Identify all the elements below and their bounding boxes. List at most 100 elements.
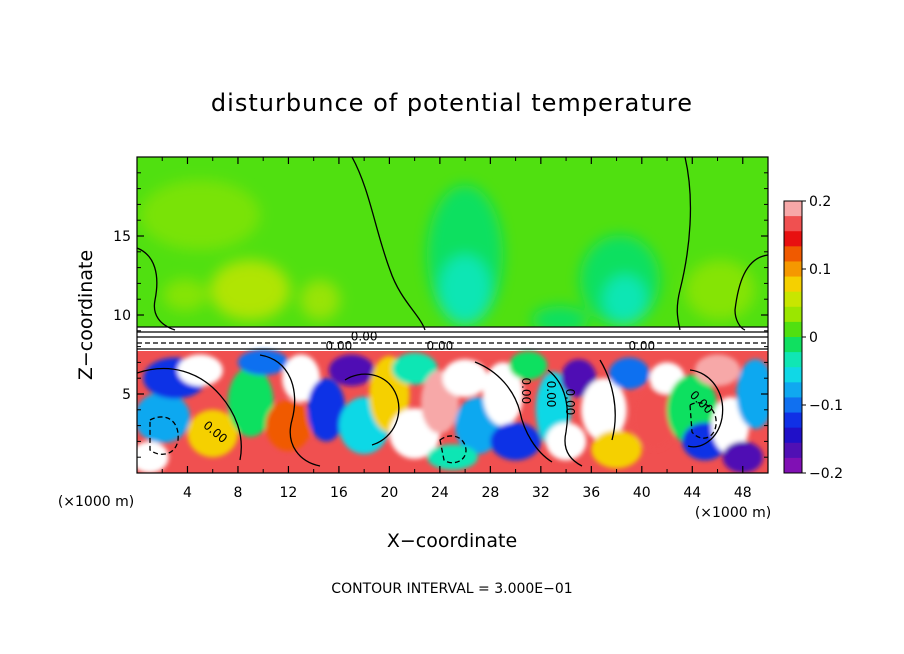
colorbar-tick-label: −0.1 xyxy=(809,398,843,414)
upper-anomaly-blob xyxy=(439,255,491,325)
contour-label: 0.00 xyxy=(351,329,378,343)
contour-line xyxy=(474,361,553,463)
y-tick-label: 5 xyxy=(122,387,131,403)
upper-anomaly-blob xyxy=(140,180,260,250)
colorbar-swatch xyxy=(784,246,802,262)
anomaly-blob xyxy=(490,422,541,461)
anomaly-blob xyxy=(227,367,274,437)
anomaly-blob xyxy=(694,354,741,387)
upper-anomaly-blob xyxy=(300,280,340,320)
colorbar-swatch xyxy=(784,427,802,444)
plot-area: 0.00 0.00 0.000.00 0.00 0.00 0.000.000.00 xyxy=(137,157,768,473)
colorbar-swatch xyxy=(784,457,802,474)
contour-line xyxy=(689,402,717,439)
anomaly-blob xyxy=(265,400,312,451)
upper-anomaly-blob xyxy=(603,275,647,325)
colorbar-swatch xyxy=(784,367,802,383)
colorbar-swatch xyxy=(784,306,802,323)
contour-label: 0.00 xyxy=(563,389,577,416)
anomaly-blob xyxy=(177,354,223,387)
x-tick-label: 28 xyxy=(481,485,499,501)
colorbar-swatch xyxy=(784,412,802,429)
contour-line xyxy=(547,369,583,467)
x-unit-label-right: (×1000 m) xyxy=(695,505,771,521)
y-tick-label: 10 xyxy=(113,308,131,324)
anomaly-blob xyxy=(545,422,587,461)
anomaly-blob xyxy=(328,354,375,387)
x-unit-label-left: (×1000 m) xyxy=(58,494,134,510)
contour-line xyxy=(137,247,176,331)
anomaly-blob xyxy=(509,351,548,380)
colorbar-tick-label: 0 xyxy=(809,330,818,346)
anomaly-blob xyxy=(391,352,438,385)
anomaly-blob xyxy=(482,362,524,426)
contour-interval-note: CONTOUR INTERVAL = 3.000E−01 xyxy=(331,581,572,597)
contour-label: 0.00 xyxy=(519,377,533,404)
colorbar-swatch xyxy=(784,382,802,398)
upper-anomaly-blob xyxy=(163,279,207,311)
colorbar-swatch xyxy=(784,201,802,217)
transition-band xyxy=(137,327,768,351)
lower-field-features xyxy=(137,349,768,473)
y-tick-label: 15 xyxy=(113,229,131,245)
anomaly-blob xyxy=(237,349,289,376)
x-tick-label: 32 xyxy=(532,485,550,501)
contour-line xyxy=(149,416,179,455)
x-axis: 4 8 12 16 20 24 28 32 36 40 44 48 xyxy=(161,157,752,501)
colorbar-swatch xyxy=(784,321,802,338)
contour-line xyxy=(599,359,616,441)
colorbar-swatch xyxy=(784,352,802,368)
colorbar: 0.2 0.1 0 −0.1 −0.2 xyxy=(783,194,843,482)
x-tick-label: 4 xyxy=(183,485,192,501)
x-tick-label: 12 xyxy=(280,485,298,501)
colorbar-tick-label: −0.2 xyxy=(809,466,843,482)
anomaly-blob xyxy=(427,444,478,470)
colorbar-swatch xyxy=(784,216,802,232)
x-tick-label: 44 xyxy=(683,485,701,501)
upper-anomaly-blob xyxy=(210,260,290,320)
y-axis-label: Z−coordinate xyxy=(75,250,97,380)
anomaly-blob xyxy=(561,359,597,398)
contour-label: 0.00 xyxy=(628,339,655,353)
x-tick-label: 40 xyxy=(633,485,651,501)
x-tick-label: 20 xyxy=(380,485,398,501)
anomaly-blob xyxy=(442,359,488,398)
contour-line xyxy=(259,354,321,467)
y-axis: 5 10 15 xyxy=(113,172,768,458)
contour-line xyxy=(344,373,400,446)
contour-line xyxy=(351,157,426,331)
upper-anomaly-blob xyxy=(685,260,755,320)
anomaly-blob xyxy=(137,392,190,443)
contour-lines xyxy=(137,157,768,467)
x-tick-label: 36 xyxy=(582,485,600,501)
x-tick-label: 24 xyxy=(431,485,449,501)
anomaly-blob xyxy=(307,378,346,442)
contour-line xyxy=(687,369,724,448)
chart-title: disturbunce of potential temperature xyxy=(211,89,693,117)
contour-label: 0.00 xyxy=(326,339,353,353)
anomaly-blob xyxy=(137,441,169,473)
contour-line xyxy=(676,157,692,331)
colorbar-swatch xyxy=(784,261,802,278)
anomaly-blob xyxy=(722,441,763,473)
x-tick-label: 16 xyxy=(330,485,348,501)
x-axis-label: X−coordinate xyxy=(387,530,517,552)
colorbar-tick-label: 0.2 xyxy=(809,194,831,210)
upper-field-features xyxy=(140,180,755,334)
anomaly-blob xyxy=(608,357,650,390)
contour-line xyxy=(137,367,242,461)
anomaly-blob xyxy=(736,359,768,429)
anomaly-blob xyxy=(631,386,678,450)
x-tick-label: 48 xyxy=(734,485,752,501)
colorbar-swatch xyxy=(784,442,802,459)
colorbar-swatch xyxy=(784,397,802,414)
colorbar-swatch xyxy=(784,337,802,353)
anomaly-blob xyxy=(591,430,642,469)
contour-label: 0.00 xyxy=(544,381,558,408)
anomaly-blob xyxy=(282,354,320,402)
anomaly-blob xyxy=(187,409,238,458)
colorbar-swatch xyxy=(784,231,802,247)
contour-label: 0.00 xyxy=(427,339,454,353)
contour-line xyxy=(439,435,467,464)
